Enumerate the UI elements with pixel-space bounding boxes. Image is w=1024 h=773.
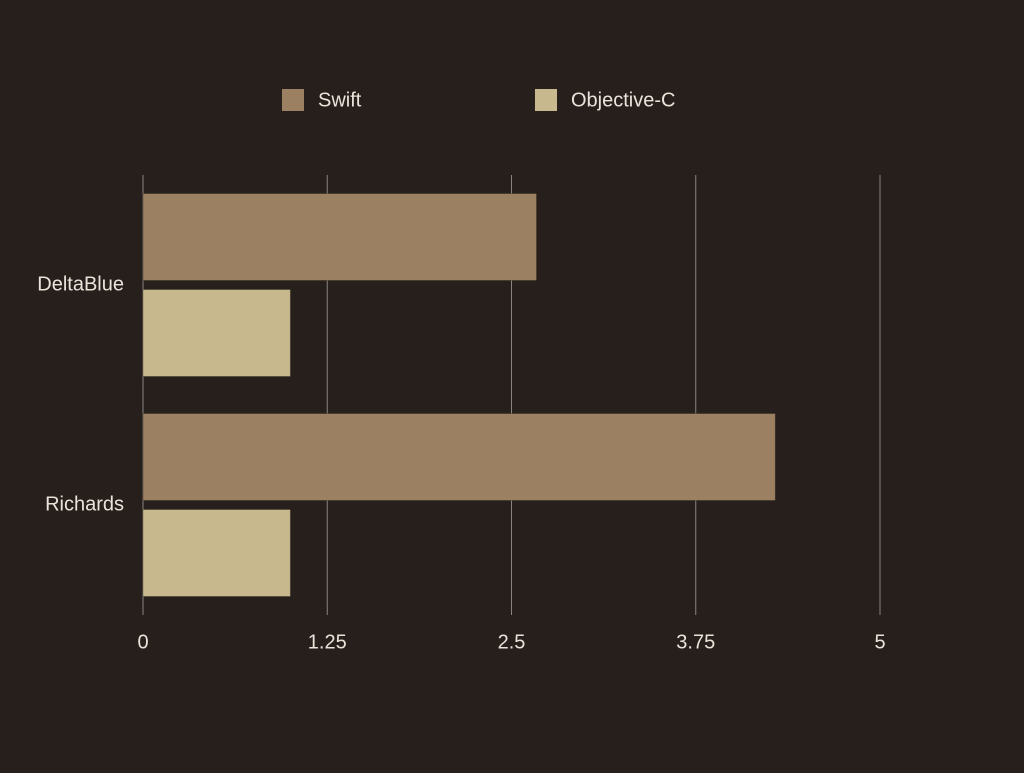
y-tick-label: Richards (45, 493, 124, 515)
x-tick-label: 3.75 (676, 631, 715, 653)
legend-label: Objective-C (571, 89, 675, 111)
bar (142, 509, 291, 597)
legend-label: Swift (318, 89, 362, 111)
bar (142, 289, 291, 377)
bar (142, 193, 538, 281)
legend-swatch (535, 89, 557, 111)
x-tick-label: 1.25 (308, 631, 347, 653)
legend-swatch (282, 89, 304, 111)
x-tick-label: 0 (137, 631, 148, 653)
x-tick-label: 5 (874, 631, 885, 653)
x-tick-label: 2.5 (498, 631, 526, 653)
y-tick-label: DeltaBlue (37, 273, 124, 295)
bar (142, 413, 776, 501)
